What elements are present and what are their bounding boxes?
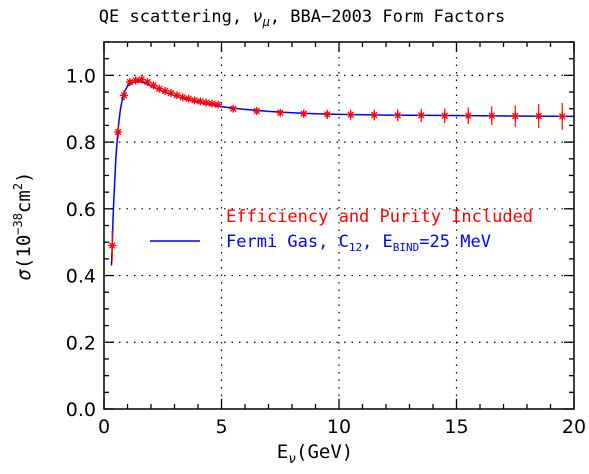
x-tick-label: 10 (327, 416, 351, 438)
chart-title-post: , BBA−2003 Form Factors (270, 7, 505, 27)
y-axis-label: σ(10−38cm2) (11, 171, 35, 280)
x-tick-labels: 0 5 10 15 20 (98, 416, 586, 438)
x-axis-label-post: (GeV) (296, 441, 353, 463)
legend-fermi-mid: , E (362, 232, 393, 252)
data-point (229, 104, 238, 113)
data-points-group (108, 75, 567, 261)
data-point (558, 103, 567, 130)
data-point (346, 109, 355, 120)
data-point (143, 78, 152, 87)
x-tick-label: 15 (444, 416, 468, 438)
data-point (125, 78, 134, 87)
data-point (161, 87, 170, 96)
data-point (108, 230, 117, 261)
x-tick-label: 0 (98, 416, 110, 438)
axis-ticks (103, 41, 575, 410)
data-point (208, 99, 217, 108)
x-tick-label: 5 (215, 416, 227, 438)
data-point (213, 100, 222, 109)
chart-title-nu: ν (252, 7, 262, 27)
x-axis-label-sub: ν (288, 452, 296, 467)
data-point (393, 109, 402, 122)
y-tick-label: 0.8 (66, 132, 96, 154)
data-point (511, 105, 520, 127)
data-point (202, 98, 211, 107)
data-point (299, 109, 308, 118)
legend: Efficiency and Purity Included Fermi Gas… (150, 207, 533, 254)
data-point (534, 104, 543, 129)
data-point (155, 84, 164, 93)
y-axis-label-sigma: σ (13, 269, 35, 281)
data-point (137, 75, 146, 84)
legend-fermi-pre: Fermi Gas, C (226, 232, 349, 252)
legend-label-efficiency: Efficiency and Purity Included (226, 207, 533, 227)
y-axis-label-mid: cm (13, 190, 35, 213)
data-point (149, 81, 158, 90)
y-tick-label: 0.6 (66, 199, 96, 221)
y-tick-labels: 0.0 0.2 0.4 0.6 0.8 1.0 (66, 65, 96, 421)
x-axis-label-main: E (277, 441, 288, 463)
data-point (252, 107, 261, 116)
y-axis-label-open: (10 (13, 235, 35, 269)
chart-title-mu: μ (262, 15, 270, 29)
legend-fermi-sub2: BIND (393, 241, 420, 254)
y-axis-label-exp1: −38 (11, 213, 25, 235)
y-tick-label: 0.0 (66, 399, 96, 421)
y-axis-label-exp2: 2 (11, 183, 25, 190)
y-tick-label: 1.0 (66, 65, 96, 87)
data-point (196, 97, 205, 106)
data-point (276, 108, 285, 117)
data-point (370, 109, 379, 121)
y-axis-label-close: ) (13, 171, 35, 182)
y-tick-label: 0.2 (66, 332, 96, 354)
legend-fermi-sub1: 12 (349, 241, 362, 254)
legend-fermi-post: =25 MeV (419, 232, 491, 252)
y-tick-label: 0.4 (66, 266, 96, 288)
legend-label-fermi-gas: Fermi Gas, C12, EBIND=25 MeV (226, 232, 491, 254)
chart-title: QE scattering, νμ, BBA−2003 Form Factors (99, 7, 505, 29)
data-point (487, 106, 496, 126)
data-point (190, 96, 199, 105)
data-point (464, 107, 473, 125)
x-tick-label: 20 (562, 416, 586, 438)
data-point (417, 108, 426, 123)
data-point (178, 93, 187, 102)
x-axis-label: Eν(GeV) (277, 441, 353, 467)
data-point (184, 94, 193, 103)
grid-lines (104, 42, 574, 409)
data-point (114, 125, 123, 139)
chart-title-pre: QE scattering, (99, 7, 253, 27)
data-point (119, 90, 128, 101)
data-point (323, 109, 332, 120)
data-point (440, 108, 449, 124)
data-point (131, 76, 140, 85)
data-point (172, 91, 181, 100)
